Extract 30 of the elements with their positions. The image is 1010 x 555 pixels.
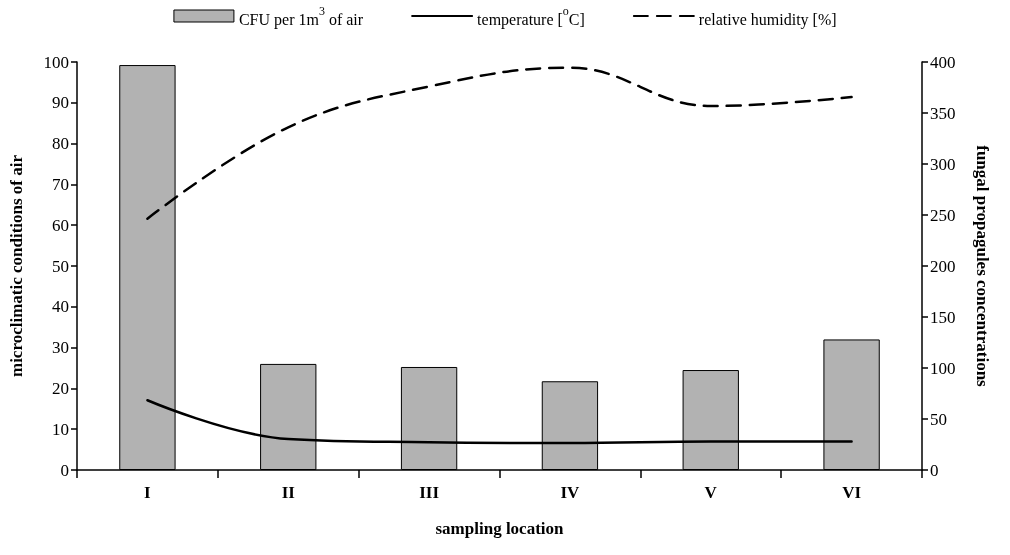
y2-tick-label: 350: [930, 103, 956, 123]
y-tick-label: 30: [52, 338, 69, 358]
y2-tick-label: 250: [930, 205, 956, 225]
x-tick-label: VI: [842, 483, 862, 502]
y-tick-label: 70: [52, 174, 69, 194]
x-tick-label: II: [281, 483, 296, 502]
y-tick-label: 40: [52, 297, 69, 317]
x-tick-label: V: [704, 483, 718, 502]
y-tick-label: 80: [52, 134, 69, 154]
y2-tick-label: 0: [930, 460, 939, 480]
y-tick-label: 50: [52, 256, 69, 276]
legend-label: relative humidity [%]: [698, 10, 837, 29]
y2-tick-label: 400: [930, 52, 956, 72]
y2-tick-label: 300: [930, 154, 956, 174]
y-tick-label: 10: [52, 419, 69, 439]
y-tick-label: 100: [43, 52, 69, 72]
x-tick-label: IV: [560, 483, 581, 502]
x-tick-label: I: [144, 483, 152, 502]
y-tick-label: 0: [60, 460, 69, 480]
y2-tick-label: 150: [930, 307, 956, 327]
x-axis-title: sampling location: [435, 519, 565, 538]
y2-tick-label: 100: [930, 358, 956, 378]
y-tick-label: 60: [52, 215, 69, 235]
y2-tick-label: 200: [930, 256, 956, 276]
y-axis-title: microclimatic conditions of air: [7, 154, 26, 378]
x-tick-label: III: [419, 483, 440, 502]
y2-tick-label: 50: [930, 409, 947, 429]
y-tick-label: 90: [52, 93, 69, 113]
y2-axis-title: fungal propagules concentrations: [973, 145, 992, 388]
y-tick-label: 20: [52, 378, 69, 398]
